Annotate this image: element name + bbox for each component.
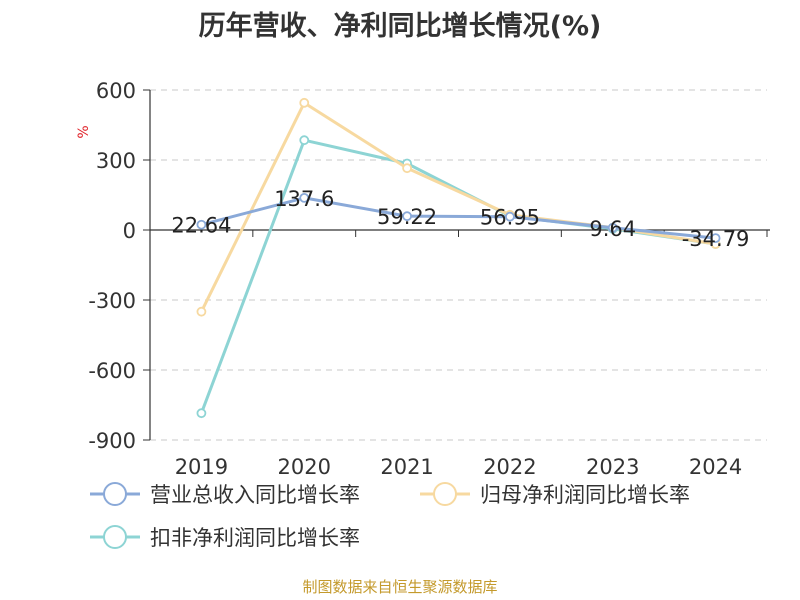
data-label: 9.64 [589,217,636,241]
y-axis-label: % [76,125,92,138]
data-point [607,222,618,233]
data-label: 59.22 [377,205,437,229]
legend-marker [433,482,457,506]
data-point [402,163,412,174]
legend-marker [103,525,127,549]
data-point [196,219,207,230]
legend-label: 营业总收入同比增长率 [150,483,360,507]
data-point [299,97,310,108]
x-tick-label: 2023 [586,455,639,479]
x-tick-label: 2024 [689,455,742,479]
data-point [196,408,207,419]
x-tick-label: 2020 [278,455,331,479]
data-label: 22.64 [171,214,231,238]
data-label: -34.79 [682,227,750,251]
data-label: 137.6 [274,187,334,211]
data-point [710,233,721,244]
legend-label: 归母净利润同比增长率 [480,483,690,507]
source-note: 制图数据来自恒生聚源数据库 [302,578,498,596]
data-point [299,192,310,203]
chart-title: 历年营收、净利同比增长情况(%) [198,11,602,42]
series-line [201,196,716,240]
legend-marker [103,482,127,506]
y-tick-label: -900 [88,429,136,453]
legend-label: 扣非净利润同比增长率 [150,526,360,550]
data-point [196,306,207,317]
y-tick-label: 600 [96,79,136,103]
y-tick-label: -300 [88,289,136,313]
series-line [200,138,716,414]
data-point [402,211,412,222]
x-tick-label: 2021 [380,455,433,479]
y-tick-label: 0 [123,219,136,243]
data-point [299,135,310,146]
x-tick-label: 2019 [175,455,228,479]
data-label: 56.95 [480,206,540,230]
data-point [505,211,515,222]
y-tick-label: 300 [96,149,136,173]
y-tick-label: -600 [88,359,136,383]
x-tick-label: 2022 [483,455,536,479]
